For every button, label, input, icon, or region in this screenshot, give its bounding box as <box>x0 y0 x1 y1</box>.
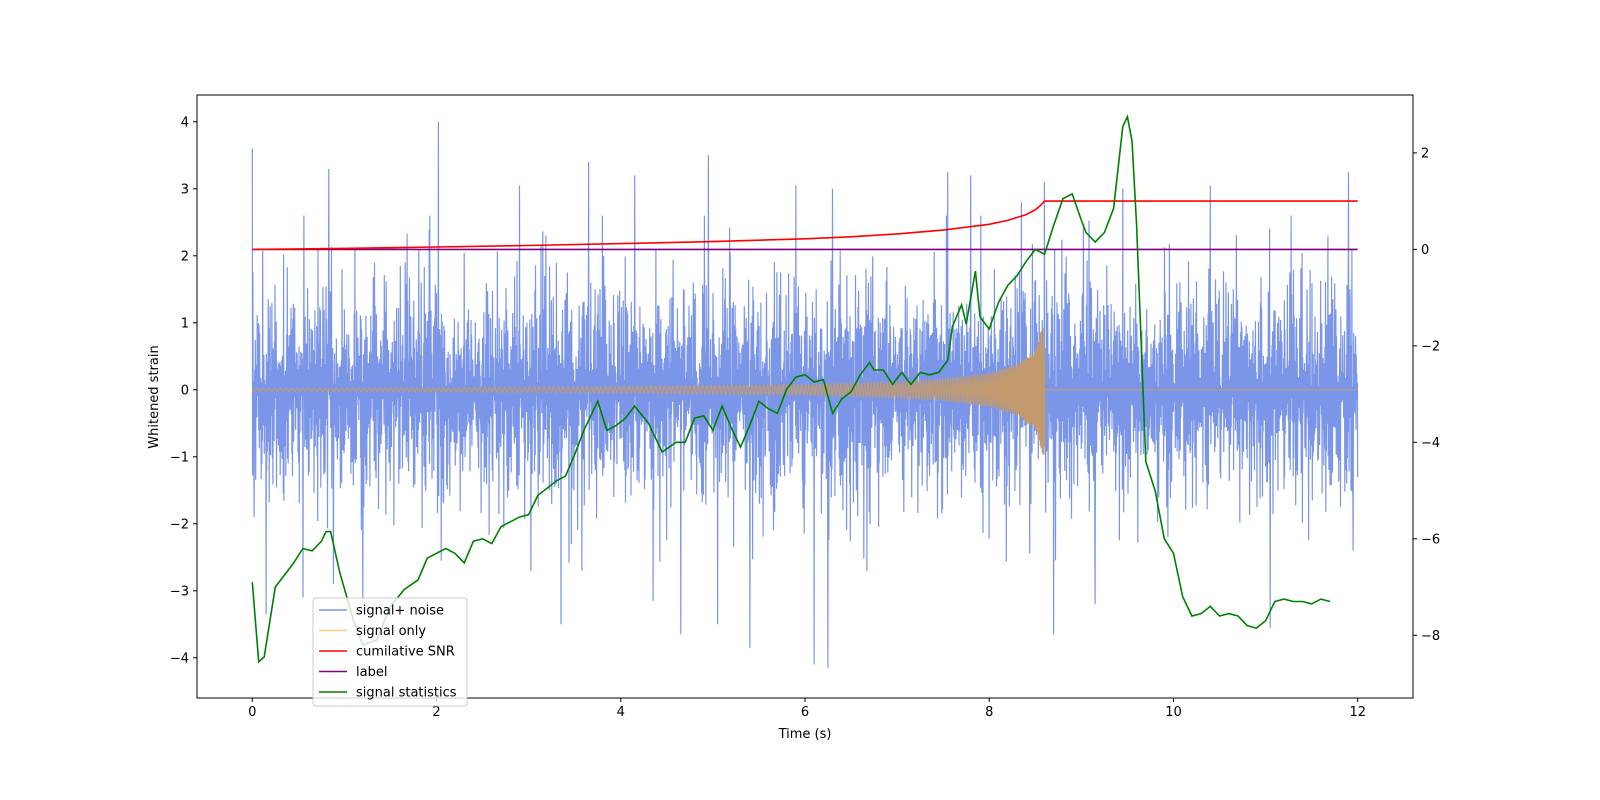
y2-axis: −8 −6 −4 −2 0 2 <box>1413 146 1440 644</box>
legend-label: signal+ noise <box>356 604 444 619</box>
series-cumulative-snr <box>252 200 1358 251</box>
legend-label: cumilative SNR <box>356 645 455 660</box>
series-signal-only <box>251 328 1358 455</box>
y-tick-label: 1 <box>181 316 189 331</box>
legend-label: signal only <box>356 624 426 639</box>
x-axis: 0 2 4 6 8 10 12 <box>248 698 1366 720</box>
x-tick-label: 6 <box>801 705 809 720</box>
y-tick-label: −1 <box>170 450 189 465</box>
series-signal-statistics <box>251 114 1331 664</box>
legend-label: signal statistics <box>356 686 457 701</box>
y2-tick-label: −4 <box>1421 436 1440 451</box>
y-tick-label: 2 <box>181 249 189 264</box>
y2-tick-label: 0 <box>1421 243 1429 258</box>
legend-label: label <box>356 665 387 680</box>
series-signal-noise <box>251 121 1359 668</box>
legend: signal+ noise signal only cumilative SNR la… <box>312 597 468 707</box>
y-tick-label: 0 <box>181 383 189 398</box>
x-tick-label: 12 <box>1349 705 1366 720</box>
y-tick-label: 4 <box>181 115 189 130</box>
y-tick-label: −2 <box>170 517 189 532</box>
series-layer <box>251 114 1359 668</box>
y2-tick-label: −6 <box>1421 532 1440 547</box>
y-tick-label: 3 <box>181 182 189 197</box>
x-tick-label: 0 <box>248 705 256 720</box>
y-axis: −4 −3 −2 −1 0 1 2 3 4 <box>170 115 197 666</box>
x-tick-label: 2 <box>432 705 440 720</box>
y2-tick-label: 2 <box>1421 146 1429 161</box>
y-tick-label: −3 <box>170 584 189 599</box>
y-axis-label: Whitened strain <box>147 345 162 448</box>
x-tick-label: 4 <box>617 705 625 720</box>
y2-tick-label: −2 <box>1421 339 1440 354</box>
x-tick-label: 8 <box>985 705 993 720</box>
y2-tick-label: −8 <box>1421 629 1440 644</box>
x-tick-label: 10 <box>1165 705 1182 720</box>
legend-box <box>312 597 468 707</box>
x-axis-label: Time (s) <box>778 727 832 742</box>
y-tick-label: −4 <box>170 651 189 666</box>
